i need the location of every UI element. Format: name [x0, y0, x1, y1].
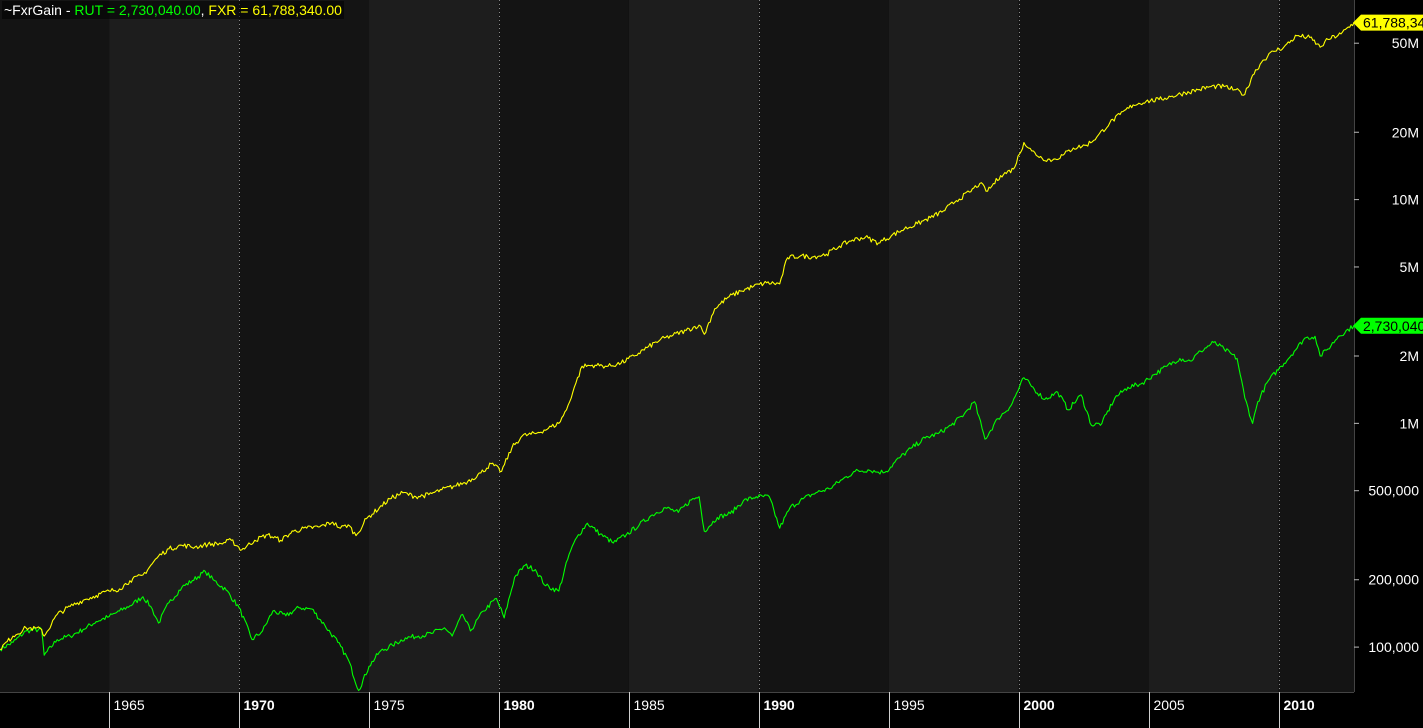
- x-axis-background: [0, 692, 1423, 728]
- series-layer: [0, 22, 1355, 692]
- y-axis: 100,000 200,000 500,000 1M 2M 5M 10M 20M 50M: [1354, 0, 1423, 728]
- x-tick-label: 2005: [1154, 697, 1185, 713]
- last-value-tags: 2,730,040 61,788,34: [1353, 14, 1423, 334]
- legend-separator: -: [61, 2, 75, 18]
- x-tick-label: 1970: [244, 697, 275, 713]
- x-tick-label: 1975: [374, 697, 405, 713]
- x-tick-label: 1990: [764, 697, 795, 713]
- y-axis-background: [1354, 0, 1423, 728]
- background-band: [498, 0, 629, 692]
- background-band: [1148, 0, 1279, 692]
- y-tick-label: 100,000: [1368, 639, 1419, 655]
- series-line-fxr: [0, 22, 1355, 651]
- legend-fxr: FXR = 61,788,340.00: [208, 2, 342, 18]
- background-band: [1278, 0, 1354, 692]
- x-tick-label: 1965: [114, 697, 145, 713]
- y-tick-label: 500,000: [1368, 483, 1419, 499]
- vertical-gridlines: [239, 0, 1280, 692]
- x-axis: 1965 1970 1975 1980 1985 1990 1995 2000 2005 2010: [0, 692, 1423, 728]
- last-value-tag-label: 61,788,34: [1363, 15, 1423, 31]
- x-tick-label: 1985: [634, 697, 665, 713]
- y-tick-label: 10M: [1392, 192, 1419, 208]
- y-tick-label: 5M: [1400, 259, 1419, 275]
- background-band: [0, 0, 110, 692]
- legend-title: ~FxrGain: [4, 2, 62, 18]
- background-band: [239, 0, 370, 692]
- x-tick-label: 2010: [1284, 697, 1315, 713]
- legend-rut: RUT = 2,730,040.00: [74, 2, 201, 18]
- y-tick-label: 2M: [1400, 348, 1419, 364]
- background-band: [1018, 0, 1149, 692]
- background-band: [888, 0, 1019, 692]
- y-tick-label: 20M: [1392, 124, 1419, 140]
- x-tick-label: 2000: [1024, 697, 1055, 713]
- legend-separator-2: ,: [200, 2, 209, 18]
- y-tick-label: 50M: [1392, 35, 1419, 51]
- series-line-rut: [0, 325, 1355, 692]
- last-value-tag-bg: [1353, 14, 1423, 31]
- last-value-tag-rut: 2,730,040: [1353, 317, 1423, 334]
- last-value-tag-bg: [1353, 317, 1423, 334]
- y-tick-label: 200,000: [1368, 572, 1419, 588]
- x-tick-label: 1980: [504, 697, 535, 713]
- background-band: [369, 0, 499, 692]
- last-value-tag-fxr: 61,788,34: [1353, 14, 1423, 31]
- background-band: [109, 0, 240, 692]
- background-band: [758, 0, 889, 692]
- chart-legend: ~FxrGain - RUT = 2,730,040.00, FXR = 61,…: [2, 1, 344, 19]
- y-tick-label: 1M: [1400, 415, 1419, 431]
- x-tick-label: 1995: [894, 697, 925, 713]
- last-value-tag-label: 2,730,040: [1363, 318, 1423, 334]
